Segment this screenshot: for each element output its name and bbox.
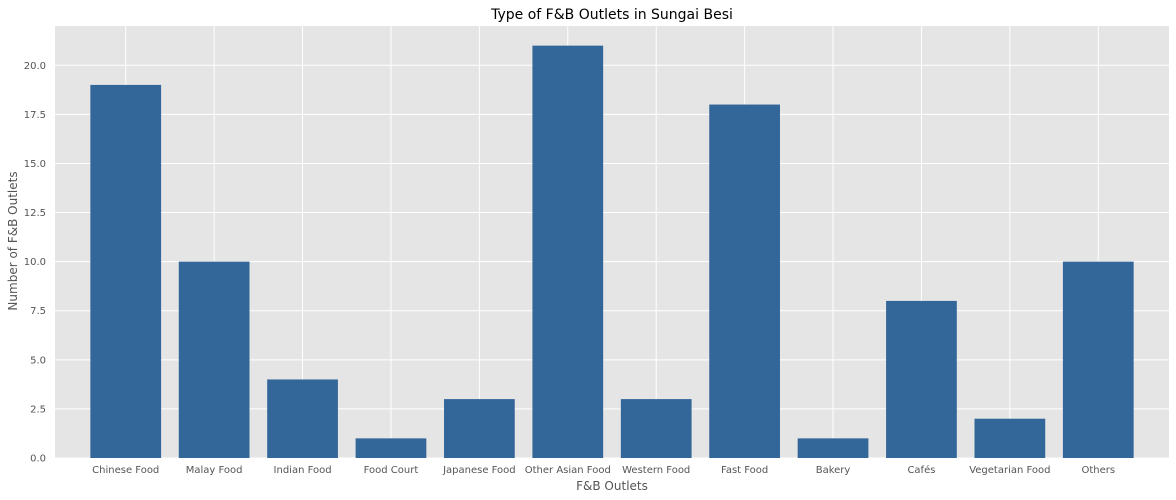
x-tick-label: Malay Food <box>186 465 243 476</box>
bar-japanese-food <box>444 399 515 458</box>
bar-indian-food <box>267 379 338 458</box>
x-tick-label: Vegetarian Food <box>969 465 1050 476</box>
x-tick-label: Other Asian Food <box>525 465 611 476</box>
y-tick-label: 0.0 <box>30 454 46 465</box>
x-tick-label: Indian Food <box>274 465 332 476</box>
y-tick-label: 10.0 <box>24 257 46 268</box>
bar-malay-food <box>178 261 250 458</box>
bar-others <box>1062 261 1134 458</box>
x-tick-label: Japanese Food <box>442 465 516 476</box>
y-tick-label: 5.0 <box>30 355 46 366</box>
y-tick-label: 15.0 <box>24 159 46 170</box>
x-tick-label: Cafés <box>907 464 935 476</box>
x-tick-label: Fast Food <box>721 465 768 476</box>
bar-bakery <box>797 438 869 458</box>
x-tick-label: Western Food <box>622 465 690 476</box>
chart-title: Type of F&B Outlets in Sungai Besi <box>490 7 733 23</box>
bar-vegetarian-food <box>974 418 1046 458</box>
y-tick-label: 7.5 <box>30 306 46 317</box>
bar-fast-food <box>709 104 780 458</box>
y-axis-label: Number of F&B Outlets <box>6 171 20 310</box>
bars <box>90 45 1134 459</box>
x-tick-labels: Chinese Food Malay Food Indian Food Food Co… <box>92 464 1115 476</box>
y-tick-label: 20.0 <box>24 61 46 72</box>
bar-caf-s <box>886 300 957 458</box>
y-tick-label: 2.5 <box>30 404 46 415</box>
bar-other-asian-food <box>532 45 604 459</box>
bar-chinese-food <box>90 84 162 458</box>
bar-western-food <box>620 399 692 458</box>
x-tick-label: Food Court <box>364 465 419 476</box>
x-tick-label: Others <box>1081 465 1115 476</box>
x-tick-label: Chinese Food <box>92 465 159 476</box>
y-tick-labels: 0.0 2.5 5.0 7.5 10.0 12.5 15.0 17.5 20.0 <box>24 61 46 465</box>
y-tick-label: 12.5 <box>24 208 46 219</box>
x-axis-label: F&B Outlets <box>576 479 648 493</box>
x-tick-label: Bakery <box>816 465 851 476</box>
y-tick-label: 17.5 <box>24 110 46 121</box>
bar-food-court <box>355 438 427 458</box>
